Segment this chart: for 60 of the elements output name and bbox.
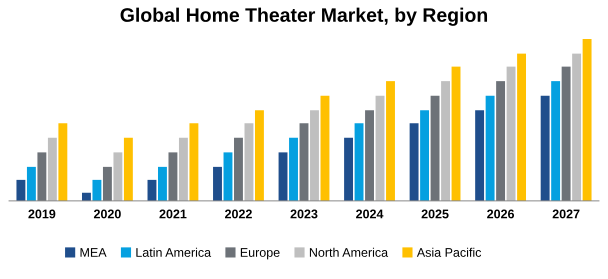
bar (310, 110, 319, 201)
bar (320, 96, 330, 201)
bar (178, 138, 188, 201)
bar (37, 152, 46, 201)
bar (113, 152, 122, 201)
bar (16, 180, 26, 201)
x-tick-label: 2023 (290, 210, 318, 218)
x-tick-label: 2019 (28, 210, 56, 218)
bar (148, 180, 156, 201)
bar (168, 152, 178, 201)
chart-title: Global Home Theater Market, by Region (120, 8, 488, 26)
bar (58, 123, 68, 201)
x-tick-label: 2020 (94, 210, 121, 218)
bar (234, 138, 243, 201)
bar (386, 81, 395, 201)
bar (420, 110, 430, 201)
x-tick-label: 2022 (225, 210, 252, 218)
bar (92, 180, 102, 201)
bar (254, 110, 264, 201)
bar (582, 39, 592, 201)
bar (244, 123, 254, 201)
bar (289, 138, 298, 201)
bar (102, 166, 112, 201)
bar (475, 110, 484, 201)
bar (344, 138, 354, 201)
bar (506, 66, 516, 201)
bar (365, 110, 374, 201)
bar (189, 123, 198, 201)
bar (572, 54, 582, 201)
bar (551, 81, 560, 201)
legend-label: Asia Pacific (416, 248, 482, 257)
legend-label: Europe (240, 248, 280, 260)
x-tick-label: 2026 (487, 210, 514, 218)
bar (562, 66, 571, 201)
legend-label: Latin America (136, 248, 212, 257)
x-tick-label: 2027 (552, 210, 580, 218)
bar (540, 96, 550, 201)
bar (48, 138, 57, 201)
bar (430, 96, 440, 201)
bar (517, 54, 526, 201)
x-tick-label: 2021 (159, 210, 186, 218)
bar (213, 166, 222, 201)
bar (158, 166, 167, 201)
x-tick-label: 2024 (356, 210, 384, 218)
bar (26, 166, 36, 201)
bar (300, 123, 308, 201)
bar (124, 138, 133, 201)
bar (376, 96, 384, 201)
bar (496, 81, 506, 201)
bar (354, 123, 364, 201)
bar (410, 123, 419, 201)
legend-label: North America (310, 248, 388, 257)
bar (224, 152, 232, 201)
bar (441, 81, 450, 201)
bar (82, 192, 91, 201)
bar (452, 66, 460, 201)
x-tick-label: 2025 (422, 210, 449, 218)
bar (486, 96, 495, 201)
legend-label: MEA (80, 248, 107, 257)
bar (278, 152, 288, 201)
